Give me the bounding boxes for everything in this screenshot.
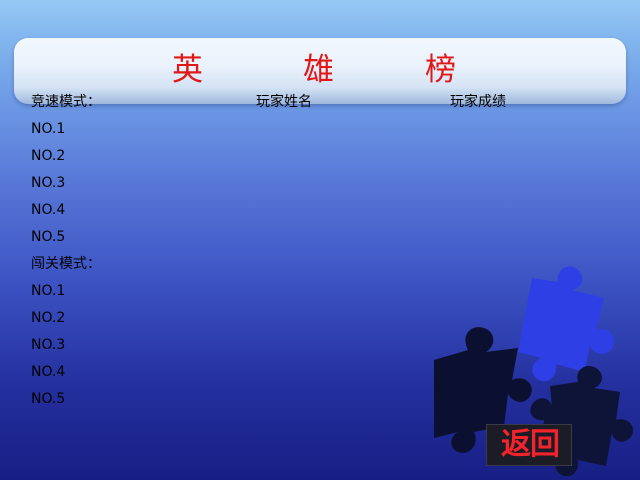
dark-puzzle-piece-icon xyxy=(434,327,532,453)
level-rank-2: NO.2 xyxy=(31,310,66,326)
level-rank-5: NO.5 xyxy=(31,391,66,407)
level-mode-label: 闯关模式： xyxy=(31,256,101,272)
speed-mode-label: 竞速模式： xyxy=(31,94,101,110)
level-rank-1: NO.1 xyxy=(31,283,66,299)
back-button-label: 返回 xyxy=(501,427,560,462)
title-char-1: 英 xyxy=(172,52,203,88)
title-char-3: 榜 xyxy=(425,52,456,88)
speed-rank-5: NO.5 xyxy=(31,229,66,245)
player-name-header: 玩家姓名 xyxy=(256,94,312,110)
speed-rank-4: NO.4 xyxy=(31,202,66,218)
title-char-2: 雄 xyxy=(303,52,334,88)
speed-rank-3: NO.3 xyxy=(31,175,66,191)
back-button[interactable]: 返回 xyxy=(486,424,572,466)
title-banner xyxy=(14,38,626,104)
speed-rank-2: NO.2 xyxy=(31,148,66,164)
player-score-header: 玩家成绩 xyxy=(450,94,506,110)
level-rank-4: NO.4 xyxy=(31,364,66,380)
level-rank-3: NO.3 xyxy=(31,337,66,353)
speed-rank-1: NO.1 xyxy=(31,121,66,137)
blue-puzzle-piece-icon xyxy=(518,266,615,382)
puzzle-pieces-icon xyxy=(434,266,634,477)
